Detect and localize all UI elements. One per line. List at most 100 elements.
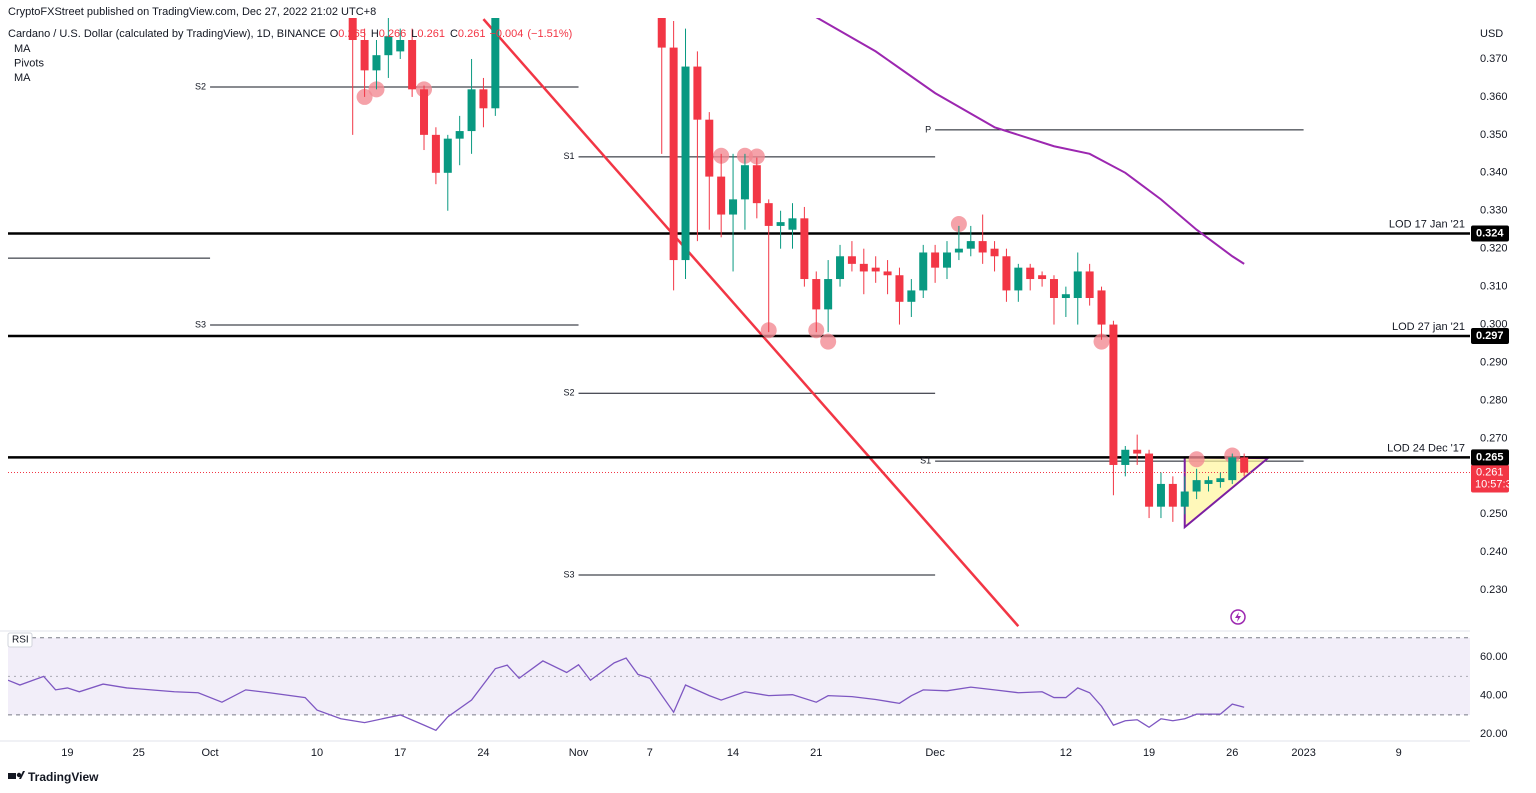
y-tick-label: 0.340 xyxy=(1480,167,1508,179)
candle-body xyxy=(966,241,975,249)
candle-body xyxy=(1192,480,1201,492)
x-tick-label: 9 xyxy=(1396,747,1402,759)
candle-body xyxy=(812,279,821,310)
candle-body xyxy=(919,252,928,291)
price-pane xyxy=(8,18,1470,628)
x-tick-label: 2023 xyxy=(1291,747,1315,759)
candle-body xyxy=(372,55,381,71)
y-tick-label: 0.290 xyxy=(1480,356,1508,368)
indicator-label: MA xyxy=(14,43,31,55)
y-tick-label: 0.250 xyxy=(1480,508,1508,520)
candle-body xyxy=(1049,279,1058,299)
rsi-tick-label: 40.00 xyxy=(1480,690,1508,702)
candle-body xyxy=(1240,457,1249,473)
candle-body xyxy=(396,40,405,52)
candle-body xyxy=(954,248,963,253)
candle-body xyxy=(740,165,749,200)
y-tick-label: 0.310 xyxy=(1480,281,1508,293)
x-tick-label: Oct xyxy=(202,747,219,759)
x-tick-label: 19 xyxy=(1143,747,1155,759)
touch-marker xyxy=(1093,333,1110,350)
candle-body xyxy=(883,271,892,276)
candle-body xyxy=(681,66,690,261)
level-badge xyxy=(1471,225,1509,242)
y-tick-label: 0.370 xyxy=(1480,53,1508,65)
candle-body xyxy=(836,256,845,280)
candle-body xyxy=(384,36,393,56)
candle-body xyxy=(693,66,702,120)
ohlc-key: C xyxy=(450,28,458,40)
pivot-label: S1 xyxy=(920,456,931,466)
candle-body xyxy=(859,263,868,272)
candle-body xyxy=(824,279,833,310)
candle-body xyxy=(729,199,738,215)
rsi-title-box xyxy=(7,632,33,648)
touch-marker xyxy=(1188,451,1205,468)
level-note: LOD 27 jan '21 xyxy=(1392,321,1465,333)
candle-body xyxy=(1073,271,1082,299)
touch-marker xyxy=(820,333,837,350)
candle-body xyxy=(943,252,952,268)
candle-body xyxy=(800,218,809,280)
ohlc-value: 0.261 xyxy=(417,28,445,40)
legend-title: Cardano / U.S. Dollar (calculated by Tra… xyxy=(8,28,326,40)
candle-body xyxy=(1038,275,1047,280)
rsi-tick-label: 60.00 xyxy=(1480,651,1508,663)
pivot-label: S2 xyxy=(195,81,206,91)
indicator-label: MA xyxy=(14,72,31,84)
ohlc-value: 0.265 xyxy=(338,28,366,40)
candle-body xyxy=(717,176,726,215)
y-tick-label: 0.240 xyxy=(1480,546,1508,558)
y-tick-label: 0.330 xyxy=(1480,205,1508,217)
candle-body xyxy=(455,131,464,139)
rsi-title: RSI xyxy=(12,635,29,646)
alert-icon[interactable] xyxy=(1230,609,1246,625)
level-badge-label: 0.297 xyxy=(1476,330,1504,342)
candle-body xyxy=(657,18,666,48)
y-tick-label: 0.300 xyxy=(1480,318,1508,330)
candle-body xyxy=(871,267,880,272)
indicator-label: Pivots xyxy=(14,57,44,69)
change-pct: (−1.51%) xyxy=(527,28,572,40)
level-badge-label: 0.324 xyxy=(1476,227,1504,239)
candle-body xyxy=(1133,449,1142,454)
rsi-tick-label: 20.00 xyxy=(1480,728,1508,740)
publisher-line: CryptoFXStreet published on TradingView.… xyxy=(8,6,376,18)
x-tick-label: 19 xyxy=(61,747,73,759)
level-note: LOD 24 Dec '17 xyxy=(1387,442,1465,454)
candle-body xyxy=(776,222,785,226)
candle-body xyxy=(431,134,440,173)
candle-body xyxy=(705,119,714,177)
candle-body xyxy=(1121,449,1130,465)
last-price-label: 0.261 xyxy=(1476,466,1504,478)
level-badge-label: 0.265 xyxy=(1476,451,1504,463)
candle-body xyxy=(788,218,797,230)
candle-body xyxy=(408,40,417,90)
trend-line xyxy=(482,18,1020,628)
pivot-label: S2 xyxy=(564,388,575,398)
x-tick-label: Dec xyxy=(925,747,945,759)
candle-body xyxy=(847,256,856,264)
rsi-line xyxy=(8,657,1245,732)
axis-unit: USD xyxy=(1480,28,1503,40)
candle-body xyxy=(990,248,999,257)
last-price-badge xyxy=(1471,464,1509,493)
x-tick-label: 25 xyxy=(133,747,145,759)
x-tick-label: 10 xyxy=(311,747,323,759)
candle-body xyxy=(1109,324,1118,465)
candle-body xyxy=(1156,483,1165,507)
y-tick-label: 0.280 xyxy=(1480,394,1508,406)
candle-body xyxy=(348,18,357,41)
candle-body xyxy=(752,165,761,204)
y-tick-label: 0.270 xyxy=(1480,432,1508,444)
candle-body xyxy=(669,47,678,261)
legend-line: Cardano / U.S. Dollar (calculated by Tra… xyxy=(8,28,572,40)
pivot-label: S1 xyxy=(564,151,575,161)
rsi-pane xyxy=(8,637,1470,732)
candle-body xyxy=(1097,290,1106,325)
y-tick-label: 0.360 xyxy=(1480,91,1508,103)
candle-body xyxy=(1145,453,1154,507)
moving-average xyxy=(815,18,1245,265)
candle-body xyxy=(1026,267,1035,280)
